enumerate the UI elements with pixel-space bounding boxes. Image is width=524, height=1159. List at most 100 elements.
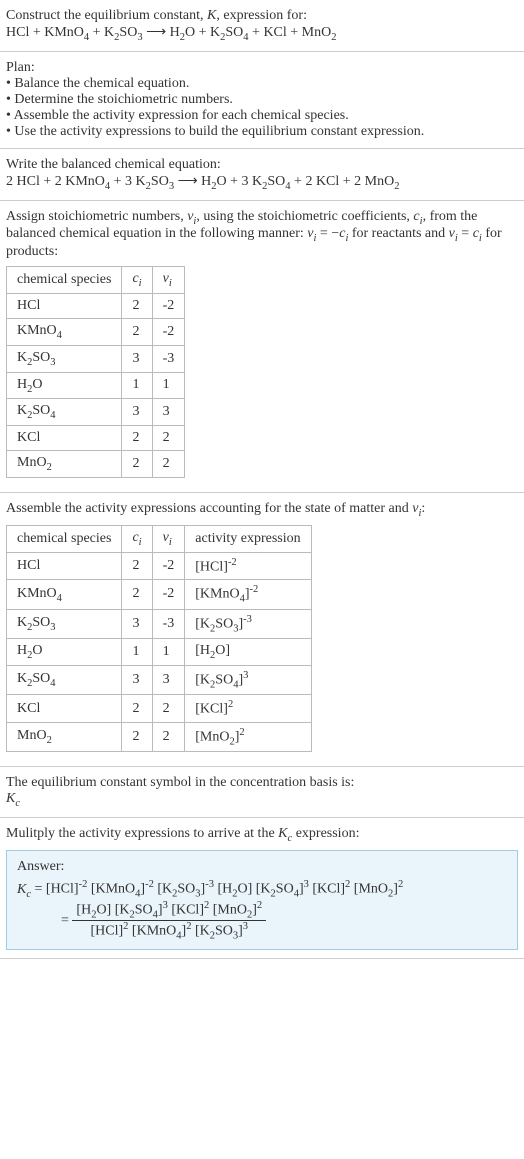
- cell-species: H2O: [7, 639, 122, 666]
- cell-species: H2O: [7, 372, 122, 399]
- fraction-numerator: [H2O] [K2SO4]3 [KCl]2 [MnO2]2: [72, 900, 266, 921]
- plan-item: Assemble the activity expression for eac…: [6, 108, 518, 124]
- activity-table: chemical species ci νi activity expressi…: [6, 525, 312, 753]
- cell-species: KCl: [7, 695, 122, 723]
- table-row: HCl2-2[HCl]-2: [7, 552, 312, 580]
- activity-intro: Assemble the activity expressions accoun…: [6, 501, 518, 519]
- cell-vi: 2: [152, 695, 185, 723]
- multiply-intro: Mulitply the activity expressions to arr…: [6, 826, 518, 844]
- multiply-section: Mulitply the activity expressions to arr…: [0, 818, 524, 959]
- table-row: H2O11[H2O]: [7, 639, 312, 666]
- cell-ci: 2: [122, 451, 152, 478]
- col-species: chemical species: [7, 525, 122, 552]
- cell-ci: 2: [122, 552, 152, 580]
- cell-species: K2SO4: [7, 665, 122, 694]
- cell-activity: [MnO2]2: [185, 723, 311, 752]
- table-row: MnO222: [7, 451, 185, 478]
- cell-species: K2SO4: [7, 399, 122, 426]
- symbol-kc: Kc: [6, 791, 518, 809]
- cell-vi: 1: [152, 639, 185, 666]
- cell-ci: 3: [122, 665, 152, 694]
- table-row: MnO222[MnO2]2: [7, 723, 312, 752]
- table-row: KMnO42-2: [7, 318, 185, 345]
- col-ci: ci: [122, 525, 152, 552]
- table-row: H2O11: [7, 372, 185, 399]
- cell-activity: [KCl]2: [185, 695, 311, 723]
- cell-species: K2SO3: [7, 345, 122, 372]
- cell-species: KMnO4: [7, 318, 122, 345]
- plan-item: Balance the chemical equation.: [6, 76, 518, 92]
- table-row: KCl22[KCl]2: [7, 695, 312, 723]
- assign-section: Assign stoichiometric numbers, νi, using…: [0, 201, 524, 493]
- assign-table: chemical species ci νi HCl2-2 KMnO42-2 K…: [6, 266, 185, 478]
- cell-activity: [K2SO4]3: [185, 665, 311, 694]
- header-line1: Construct the equilibrium constant, K, e…: [6, 8, 518, 24]
- cell-ci: 2: [122, 318, 152, 345]
- cell-vi: 2: [152, 723, 185, 752]
- assign-intro: Assign stoichiometric numbers, νi, using…: [6, 209, 518, 261]
- cell-activity: [KMnO4]-2: [185, 580, 311, 609]
- cell-ci: 3: [122, 345, 152, 372]
- balanced-title: Write the balanced chemical equation:: [6, 157, 518, 173]
- header-section: Construct the equilibrium constant, K, e…: [0, 0, 524, 52]
- plan-list: Balance the chemical equation. Determine…: [6, 76, 518, 140]
- table-row: K2SO433[K2SO4]3: [7, 665, 312, 694]
- cell-species: KCl: [7, 426, 122, 451]
- kc-fraction-expression: = [H2O] [K2SO4]3 [KCl]2 [MnO2]2 [HCl]2 […: [17, 900, 507, 942]
- plan-item: Determine the stoichiometric numbers.: [6, 92, 518, 108]
- cell-ci: 2: [122, 293, 152, 318]
- symbol-line1: The equilibrium constant symbol in the c…: [6, 775, 518, 791]
- table-row: K2SO33-3[K2SO3]-3: [7, 609, 312, 638]
- cell-vi: 1: [152, 372, 185, 399]
- table-header-row: chemical species ci νi activity expressi…: [7, 525, 312, 552]
- cell-vi: 3: [152, 665, 185, 694]
- cell-ci: 2: [122, 426, 152, 451]
- cell-ci: 2: [122, 695, 152, 723]
- table-row: K2SO433: [7, 399, 185, 426]
- cell-vi: 2: [152, 451, 185, 478]
- cell-ci: 2: [122, 723, 152, 752]
- activity-section: Assemble the activity expressions accoun…: [0, 493, 524, 768]
- cell-species: HCl: [7, 552, 122, 580]
- cell-ci: 3: [122, 609, 152, 638]
- cell-vi: -3: [152, 609, 185, 638]
- fraction: [H2O] [K2SO4]3 [KCl]2 [MnO2]2 [HCl]2 [KM…: [72, 900, 266, 942]
- plan-section: Plan: Balance the chemical equation. Det…: [0, 52, 524, 149]
- cell-vi: 2: [152, 426, 185, 451]
- cell-species: KMnO4: [7, 580, 122, 609]
- cell-vi: -2: [152, 318, 185, 345]
- cell-vi: -3: [152, 345, 185, 372]
- cell-activity: [H2O]: [185, 639, 311, 666]
- fraction-denominator: [HCl]2 [KMnO4]2 [K2SO3]3: [72, 921, 266, 941]
- table-header-row: chemical species ci νi: [7, 267, 185, 294]
- cell-species: HCl: [7, 293, 122, 318]
- answer-box: Answer: Kc = [HCl]-2 [KMnO4]-2 [K2SO3]-3…: [6, 850, 518, 950]
- table-row: KCl22: [7, 426, 185, 451]
- cell-activity: [K2SO3]-3: [185, 609, 311, 638]
- cell-ci: 1: [122, 639, 152, 666]
- col-vi: νi: [152, 525, 185, 552]
- cell-ci: 2: [122, 580, 152, 609]
- cell-activity: [HCl]-2: [185, 552, 311, 580]
- plan-title: Plan:: [6, 60, 518, 76]
- cell-ci: 3: [122, 399, 152, 426]
- table-row: HCl2-2: [7, 293, 185, 318]
- cell-vi: -2: [152, 552, 185, 580]
- balanced-section: Write the balanced chemical equation: 2 …: [0, 149, 524, 201]
- kc-flat-expression: Kc = [HCl]-2 [KMnO4]-2 [K2SO3]-3 [H2O] […: [17, 879, 507, 899]
- cell-vi: 3: [152, 399, 185, 426]
- col-activity: activity expression: [185, 525, 311, 552]
- col-vi: νi: [152, 267, 185, 294]
- table-row: KMnO42-2[KMnO4]-2: [7, 580, 312, 609]
- symbol-section: The equilibrium constant symbol in the c…: [0, 767, 524, 818]
- plan-item: Use the activity expressions to build th…: [6, 124, 518, 140]
- header-equation: HCl + KMnO4 + K2SO3 ⟶ H2O + K2SO4 + KCl …: [6, 24, 518, 43]
- cell-species: MnO2: [7, 451, 122, 478]
- cell-vi: -2: [152, 293, 185, 318]
- cell-species: MnO2: [7, 723, 122, 752]
- cell-ci: 1: [122, 372, 152, 399]
- col-ci: ci: [122, 267, 152, 294]
- cell-vi: -2: [152, 580, 185, 609]
- balanced-equation: 2 HCl + 2 KMnO4 + 3 K2SO3 ⟶ H2O + 3 K2SO…: [6, 173, 518, 192]
- col-species: chemical species: [7, 267, 122, 294]
